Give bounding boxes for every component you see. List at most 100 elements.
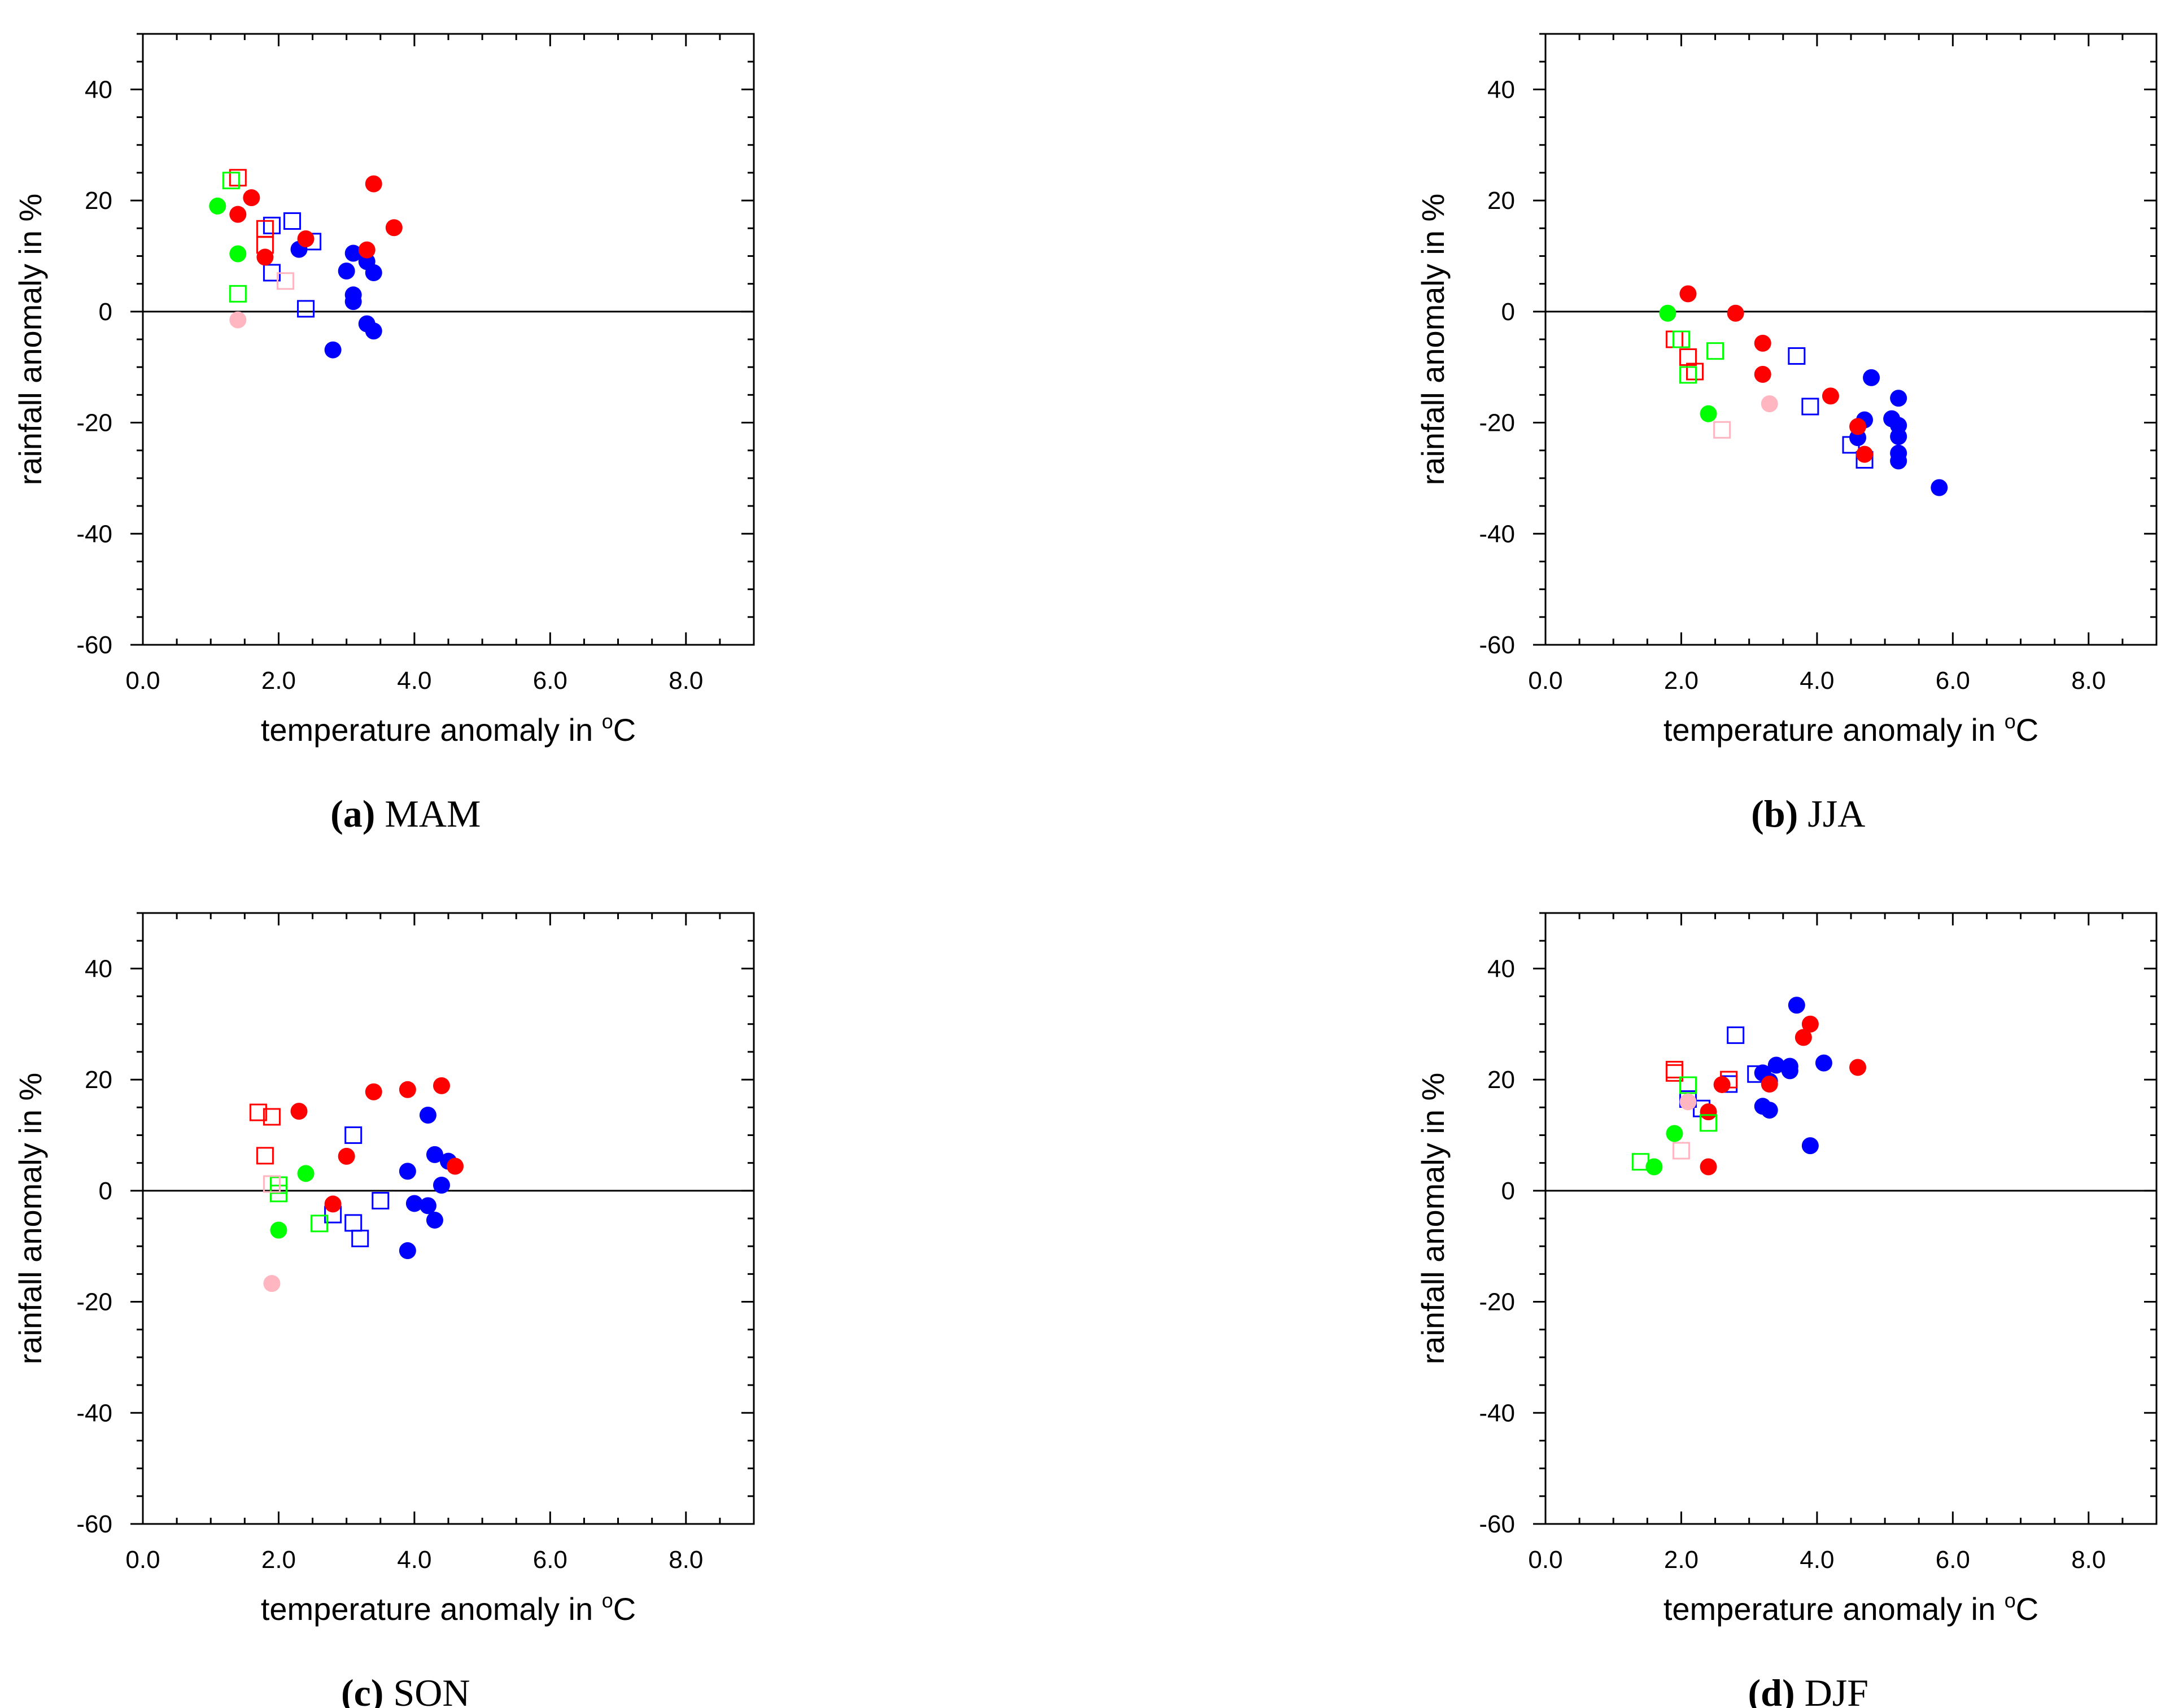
data-point-red-open-square (1720, 1071, 1738, 1089)
data-point-pink-filled-circle (263, 1275, 281, 1292)
x-axis-title-main: temperature anomaly in (1664, 1591, 2005, 1627)
data-point-pink-open-square (263, 1175, 281, 1193)
series-blue-open (324, 1126, 390, 1247)
series-blue-filled (1849, 369, 1948, 496)
data-point-red-filled-circle (365, 175, 382, 193)
data-point-blue-filled-circle (426, 1211, 443, 1229)
x-tick-label: 8.0 (2071, 1546, 2106, 1574)
y-tick-label: 40 (85, 76, 112, 103)
x-tick-label: 6.0 (533, 1546, 567, 1574)
data-point-red-filled-circle (290, 1103, 308, 1120)
data-point-pink-filled-circle (1679, 1093, 1697, 1111)
series-red-open (1665, 1060, 1738, 1089)
data-point-red-filled-circle (358, 241, 376, 259)
y-tick-label: -60 (76, 1510, 112, 1538)
data-point-blue-filled-circle (419, 1107, 436, 1124)
data-point-red-open-square (263, 1108, 281, 1126)
data-point-blue-filled-circle (324, 341, 342, 359)
x-tick-label: 6.0 (1936, 667, 1970, 694)
data-point-red-open-square (256, 1147, 274, 1165)
x-axis-title-degree: o (602, 1589, 613, 1612)
series-pink-open (263, 1175, 281, 1193)
data-point-green-filled-circle (229, 245, 247, 263)
data-point-blue-filled-circle (1781, 1062, 1798, 1080)
series-red-open (229, 169, 274, 254)
data-point-pink-filled-circle (229, 311, 247, 329)
data-point-blue-open-square (344, 1126, 363, 1144)
data-point-blue-open-square (263, 216, 281, 234)
data-point-red-open-square (1665, 1060, 1683, 1078)
x-tick-label: 4.0 (397, 1546, 431, 1574)
x-tick-label: 8.0 (669, 667, 703, 694)
x-tick-label: 0.0 (1528, 667, 1562, 694)
data-point-blue-filled-circle (1761, 1102, 1778, 1119)
data-point-red-filled-circle (1700, 1103, 1717, 1121)
series-green-filled (209, 197, 247, 263)
data-point-red-open-square (1679, 348, 1697, 366)
y-tick-label: 40 (1487, 76, 1515, 103)
data-point-blue-open-square (283, 212, 301, 230)
y-tick-label: -20 (1479, 1288, 1515, 1316)
data-point-red-filled-circle (433, 1077, 450, 1094)
series-pink-open (1672, 1142, 1690, 1160)
series-green-filled (1645, 1125, 1683, 1176)
data-point-pink-open-square (1713, 421, 1731, 439)
x-axis-title-unit: C (2016, 1591, 2038, 1627)
data-point-blue-open-square (344, 1214, 363, 1232)
data-point-red-filled-circle (399, 1081, 416, 1098)
series-green-open (269, 1176, 329, 1233)
panel-b: 0.0 2.0 4.0 6.0 8.0 40 20 0 -20 -40 -60 rainfall an… (1415, 33, 2158, 835)
x-tick-label: 6.0 (533, 667, 567, 694)
series-blue-filled (290, 241, 382, 359)
data-point-red-filled-circle (229, 206, 247, 223)
x-tick-label: 4.0 (1800, 667, 1834, 694)
data-point-green-open-square (222, 172, 240, 190)
data-point-red-filled-circle (1754, 334, 1771, 352)
panel-caption: (a) MAM (330, 792, 481, 835)
data-point-green-open-square (311, 1215, 329, 1233)
panel-caption-season: DJF (1795, 1671, 1868, 1708)
data-point-green-filled-circle (209, 197, 226, 215)
data-point-red-filled-circle (1761, 1075, 1778, 1093)
data-point-blue-filled-circle (344, 293, 362, 311)
data-point-green-filled-circle (1700, 405, 1717, 422)
data-point-red-filled-circle (297, 230, 315, 247)
panel-caption-letter: (a) (330, 792, 375, 835)
data-point-blue-open-square (1801, 397, 1819, 416)
panel-caption-season: JJA (1798, 792, 1865, 835)
y-tick-label: -60 (1479, 631, 1515, 659)
data-point-blue-filled-circle (365, 264, 382, 281)
y-axis-title: rainfall anomaly in % (1415, 194, 1451, 486)
data-point-red-filled-circle (1713, 1076, 1731, 1093)
data-point-red-filled-circle (1849, 418, 1867, 435)
data-point-green-open-square (1700, 1114, 1718, 1132)
data-point-red-open-square (229, 169, 247, 187)
x-tick-label: 4.0 (397, 667, 431, 694)
x-axis-title-degree: o (2005, 1589, 2016, 1612)
data-point-green-open-square (1672, 330, 1690, 348)
data-point-red-filled-circle (1700, 1158, 1717, 1176)
data-point-red-filled-circle (365, 1083, 382, 1100)
x-tick-label: 0.0 (125, 1546, 160, 1574)
plot-frame (1544, 33, 2158, 646)
y-tick-label: 20 (1487, 187, 1515, 215)
data-point-blue-open-square (372, 1192, 390, 1210)
panel-caption: (c) SON (341, 1671, 470, 1708)
data-point-blue-filled-circle (419, 1197, 436, 1215)
x-tick-label: 2.0 (1664, 1546, 1699, 1574)
panel-caption-season: MAM (375, 792, 481, 835)
data-point-blue-open-square (351, 1229, 369, 1247)
data-point-green-open-square (229, 285, 247, 303)
data-point-blue-filled-circle (426, 1146, 443, 1163)
x-axis-title-main: temperature anomaly in (261, 1591, 602, 1627)
y-tick-label: -20 (1479, 409, 1515, 437)
series-green-open (1672, 330, 1724, 384)
x-axis-title: temperature anomaly in oC (261, 1589, 636, 1627)
series-green-filled (1659, 304, 1717, 422)
data-point-blue-filled-circle (338, 263, 355, 280)
y-axis-title: rainfall anomaly in % (12, 194, 48, 486)
x-axis-title-unit: C (2016, 712, 2038, 748)
series-pink-open (276, 272, 294, 290)
x-axis-title-degree: o (2005, 710, 2016, 733)
data-point-red-filled-circle (1679, 285, 1697, 303)
